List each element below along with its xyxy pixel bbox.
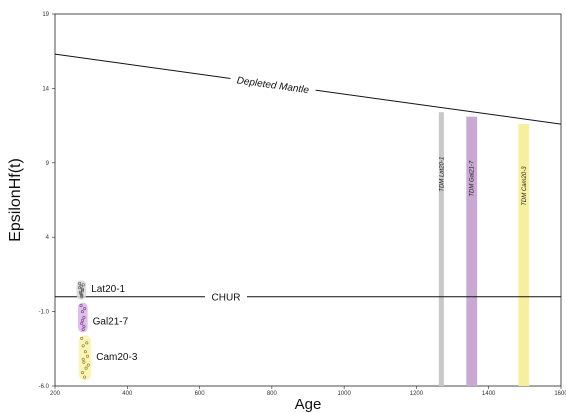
data-point xyxy=(80,371,84,375)
depleted-mantle-label-bg xyxy=(229,72,317,97)
data-point xyxy=(85,341,89,345)
x-tick-label: 1600 xyxy=(554,391,566,397)
data-point xyxy=(80,319,84,323)
y-tick-label: 19 xyxy=(42,12,49,18)
data-point xyxy=(83,375,87,379)
x-tick-label: 600 xyxy=(195,391,206,397)
x-tick-label: 1200 xyxy=(410,391,424,397)
tdm-band-label: TDM Cam20-3 xyxy=(522,166,528,206)
data-point xyxy=(80,295,84,299)
series-label: Gal21-7 xyxy=(93,317,129,328)
data-point xyxy=(82,316,86,320)
data-point xyxy=(86,354,90,358)
x-tick-label: 1400 xyxy=(482,391,496,397)
data-point xyxy=(81,344,85,348)
x-tick-label: 200 xyxy=(50,391,61,397)
data-point xyxy=(81,283,85,287)
y-tick-label: -6.0 xyxy=(39,384,50,390)
series-label: Lat20-1 xyxy=(91,284,125,295)
x-tick-label: 1000 xyxy=(337,391,351,397)
data-point xyxy=(79,304,83,308)
data-point xyxy=(82,324,86,328)
chur-label-bg xyxy=(205,290,247,303)
data-point xyxy=(84,366,88,370)
tdm-band xyxy=(518,124,530,386)
tdm-band xyxy=(466,116,478,386)
data-point xyxy=(79,292,83,296)
data-point xyxy=(80,287,84,291)
x-tick-label: 400 xyxy=(122,391,133,397)
data-point xyxy=(81,357,85,361)
data-point xyxy=(83,307,87,311)
data-point xyxy=(80,289,84,293)
plot-frame xyxy=(54,13,562,387)
y-tick-label: 4 xyxy=(46,235,50,241)
x-axis-title: Age xyxy=(295,396,322,413)
data-point xyxy=(80,293,84,297)
data-point xyxy=(82,360,86,364)
data-point xyxy=(80,310,84,314)
y-tick-label: 14 xyxy=(42,86,49,92)
data-point xyxy=(80,336,84,340)
data-point xyxy=(81,327,85,331)
chur-label: CHUR xyxy=(212,293,241,304)
tdm-band xyxy=(438,112,444,386)
data-point xyxy=(86,363,90,367)
data-point xyxy=(83,350,87,354)
y-axis-title: EpsilonHf(t) xyxy=(7,158,24,242)
x-tick-label: 800 xyxy=(267,391,278,397)
series-envelope xyxy=(78,335,92,381)
tdm-band-label: TDM Lat20-1 xyxy=(439,157,445,192)
data-point xyxy=(78,286,82,290)
data-point xyxy=(78,290,82,294)
tdm-band-label: TDM Gal21-7 xyxy=(470,160,476,197)
data-point xyxy=(80,322,84,326)
series-label: Cam20-3 xyxy=(96,352,138,363)
y-tick-label: -1.0 xyxy=(39,310,50,316)
data-point xyxy=(78,281,82,285)
y-tick-label: 9 xyxy=(46,161,50,167)
